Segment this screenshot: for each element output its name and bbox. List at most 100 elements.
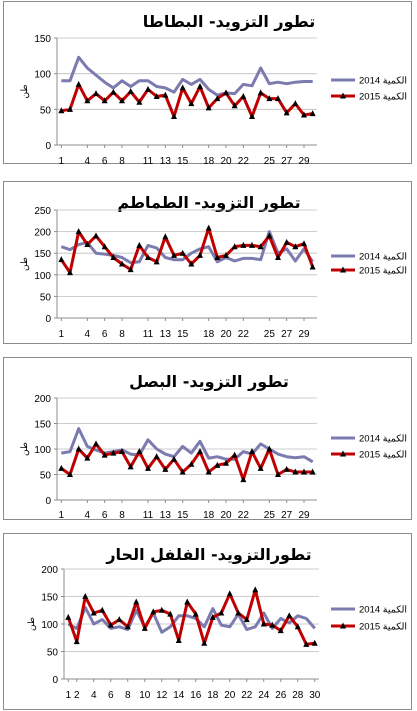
y-tick-label: 250 xyxy=(34,206,51,217)
x-tick-label: 20 xyxy=(220,329,232,340)
x-tick-label: 10 xyxy=(139,690,151,701)
y-tick-label: 0 xyxy=(45,141,51,152)
data-point-2015 xyxy=(145,85,151,92)
chart-hot-pepper: تطورالتزويد- الفلفل الحار 0 50 100 150 200 طن 1… xyxy=(26,545,407,701)
data-point-2015 xyxy=(301,468,307,475)
data-point-2015 xyxy=(197,83,203,90)
data-point-2015 xyxy=(119,97,125,104)
legend-label: 2015 الكمية xyxy=(359,622,407,633)
data-point-2015 xyxy=(184,598,191,605)
data-point-2015 xyxy=(127,266,134,273)
data-point-2015 xyxy=(205,104,212,111)
x-tick-label: 15 xyxy=(177,329,189,340)
data-point-2015 xyxy=(188,460,195,467)
data-point-2015 xyxy=(107,621,114,628)
chart-title: تطور التزويد- البصل xyxy=(129,372,289,391)
data-point-2015 xyxy=(101,97,108,104)
data-point-2015 xyxy=(141,624,148,631)
x-tick-label: 20 xyxy=(220,510,232,521)
x-tick-label: 22 xyxy=(238,510,250,521)
x-tick-label: 8 xyxy=(119,510,125,521)
chart-panel-onion: تطور التزويد- البصل 0 50 100 150 200 طن 1 4 6 8 11 1… xyxy=(3,357,412,521)
data-point-2015 xyxy=(136,448,143,455)
data-point-2015 xyxy=(93,90,99,97)
x-tick-label: 18 xyxy=(203,329,215,340)
chart-potato: تطور التزويد- البطاطا 0 50 100 150 طن 1 4 6 8 11 13… xyxy=(19,12,407,165)
data-point-2015 xyxy=(240,476,247,483)
y-tick-label: 200 xyxy=(34,394,51,405)
data-point-2015 xyxy=(214,95,221,102)
x-tick-label: 8 xyxy=(125,690,131,701)
data-point-2015 xyxy=(93,232,99,239)
x-tick-label: 4 xyxy=(85,329,91,340)
data-point-2015 xyxy=(223,89,229,96)
data-point-2015 xyxy=(240,241,247,248)
x-tick-label: 12 xyxy=(156,690,168,701)
data-point-2015 xyxy=(75,445,82,452)
x-tick-label: 4 xyxy=(85,156,91,165)
data-point-2015 xyxy=(260,620,267,627)
data-point-2015 xyxy=(67,471,73,477)
data-point-2015 xyxy=(303,640,310,647)
y-tick-label: 50 xyxy=(40,292,52,303)
y-axis-label: طن xyxy=(19,84,30,98)
data-point-2015 xyxy=(153,453,160,460)
y-axis-label: طن xyxy=(19,442,30,456)
x-tick-label: 1 xyxy=(59,156,65,165)
legend-marker xyxy=(340,622,346,629)
x-tick-label: 1 xyxy=(59,329,65,340)
series-line-2014 xyxy=(61,427,314,464)
x-tick-label: 13 xyxy=(160,510,172,521)
data-point-2015 xyxy=(249,241,255,248)
x-tick-label: 6 xyxy=(108,690,114,701)
chart-onion: تطور التزويد- البصل 0 50 100 150 200 طن 1 4 6 8 11 1… xyxy=(19,372,407,521)
data-point-2015 xyxy=(58,107,65,114)
data-point-2015 xyxy=(240,92,247,99)
data-point-2015 xyxy=(257,243,264,250)
data-point-2015 xyxy=(188,100,195,107)
x-tick-label: 27 xyxy=(281,510,293,521)
data-point-2015 xyxy=(119,448,125,455)
data-point-2015 xyxy=(257,89,264,96)
data-point-2015 xyxy=(309,263,316,270)
x-tick-label: 18 xyxy=(203,510,215,521)
data-point-2015 xyxy=(226,590,233,597)
x-tick-label: 29 xyxy=(298,510,310,521)
y-tick-label: 50 xyxy=(47,648,59,659)
data-point-2015 xyxy=(188,260,195,267)
y-tick-label: 100 xyxy=(41,620,58,631)
legend-label: 2015 الكمية xyxy=(359,92,407,103)
x-tick-label: 11 xyxy=(143,156,154,165)
data-point-2015 xyxy=(205,224,212,231)
data-point-2015 xyxy=(214,461,221,468)
data-point-2015 xyxy=(249,112,255,119)
series-line-2015 xyxy=(60,442,313,482)
x-tick-label: 8 xyxy=(119,156,125,165)
y-tick-label: 0 xyxy=(52,675,58,686)
y-tick-label: 50 xyxy=(40,471,52,482)
data-point-2015 xyxy=(283,238,290,245)
x-tick-label: 15 xyxy=(177,510,189,521)
x-tick-label: 24 xyxy=(258,690,270,701)
data-point-2015 xyxy=(127,463,134,470)
chart-panel-tomato: تطور التزويد- الطماطم 0 50 100 150 200 250 طن 1 4… xyxy=(3,181,412,344)
data-point-2015 xyxy=(275,254,281,261)
y-tick-label: 50 xyxy=(40,105,52,116)
y-tick-label: 0 xyxy=(45,314,51,325)
x-tick-label: 28 xyxy=(292,690,304,701)
x-tick-label: 11 xyxy=(143,510,154,521)
data-point-2015 xyxy=(75,228,82,235)
y-tick-label: 150 xyxy=(34,420,51,431)
data-point-2015 xyxy=(145,464,151,471)
x-tick-label: 18 xyxy=(207,690,219,701)
legend-marker xyxy=(340,450,346,457)
data-point-2015 xyxy=(158,606,165,613)
data-point-2015 xyxy=(162,465,169,472)
data-point-2015 xyxy=(150,608,157,615)
data-point-2015 xyxy=(275,95,281,102)
data-point-2015 xyxy=(197,251,203,258)
data-point-2015 xyxy=(133,598,140,605)
x-tick-label: 13 xyxy=(160,156,172,165)
data-point-2015 xyxy=(275,471,281,477)
data-point-2015 xyxy=(127,88,134,94)
